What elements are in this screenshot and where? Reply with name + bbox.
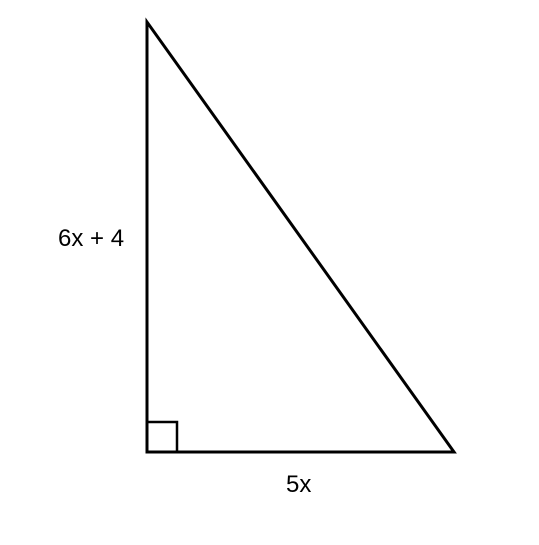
right-angle-marker [147,422,177,452]
left-side-label: 6x + 4 [58,225,124,253]
triangle-svg [0,0,539,540]
bottom-side-label: 5x [286,471,311,499]
geometry-diagram: 6x + 4 5x [0,0,539,540]
right-triangle [147,22,454,452]
